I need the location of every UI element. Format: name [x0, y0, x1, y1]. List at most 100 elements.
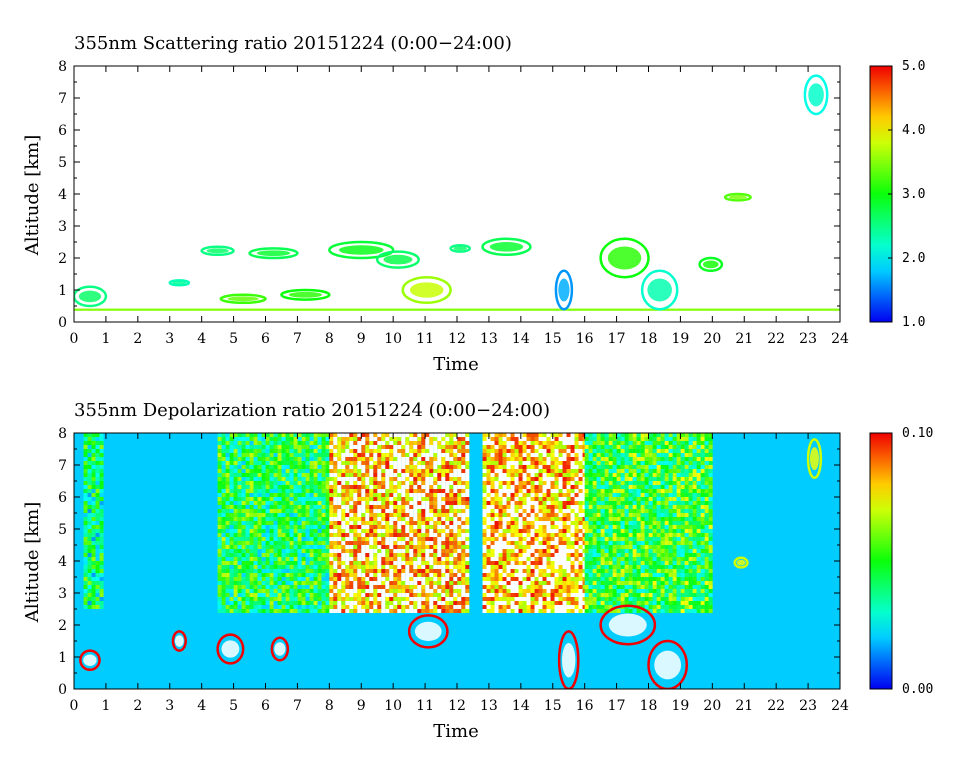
cloud-core	[274, 642, 286, 656]
colorbar-label: 0.10	[902, 426, 933, 441]
x-tick-label: 2	[133, 698, 142, 714]
surface-layer	[74, 308, 840, 311]
x-tick-label: 16	[576, 698, 594, 714]
noise-region	[217, 433, 330, 613]
y-tick-label: 5	[58, 155, 67, 171]
cloud-feature	[74, 285, 108, 308]
y-tick-label: 2	[58, 618, 67, 634]
y-tick-label: 1	[58, 283, 67, 299]
x-tick-label: 10	[384, 331, 402, 347]
x-tick-label: 5	[229, 698, 238, 714]
x-tick-label: 24	[831, 331, 849, 347]
y-tick-label: 2	[58, 251, 67, 267]
x-tick-label: 15	[544, 331, 562, 347]
x-tick-label: 16	[576, 331, 594, 347]
colorbar-label: 4.0	[902, 123, 925, 138]
y-axis-label: Altitude [km]	[22, 135, 43, 257]
cloud-core	[736, 559, 746, 566]
scattering-ratio-panel: 355nm Scattering ratio 20151224 (0:00−24…	[22, 33, 925, 375]
x-tick-label: 19	[672, 331, 690, 347]
x-tick-label: 15	[544, 698, 562, 714]
cloud-core	[409, 282, 444, 298]
x-tick-label: 6	[261, 331, 270, 347]
x-tick-label: 5	[229, 331, 238, 347]
cloud-core	[338, 245, 384, 255]
y-tick-label: 8	[58, 426, 67, 442]
x-tick-label: 2	[133, 331, 142, 347]
x-tick-label: 24	[831, 698, 849, 714]
cloud-feature	[375, 250, 420, 269]
colorbar-label: 1.0	[902, 315, 925, 330]
y-tick-label: 0	[58, 315, 67, 331]
cloud-core	[414, 621, 442, 642]
cloud-core	[647, 278, 672, 302]
x-tick-label: 9	[357, 331, 366, 347]
cloud-feature	[481, 237, 532, 257]
x-tick-label: 22	[767, 698, 785, 714]
noise-region	[329, 433, 470, 613]
x-tick-label: 20	[703, 331, 721, 347]
y-tick-label: 8	[58, 59, 67, 75]
cloud-feature	[806, 438, 823, 480]
x-tick-label: 14	[512, 698, 530, 714]
chart-title: 355nm Depolarization ratio 20151224 (0:0…	[74, 400, 550, 421]
cloud-feature	[79, 649, 101, 672]
cloud-core	[453, 246, 467, 251]
x-tick-label: 4	[197, 331, 206, 347]
cloud-core	[489, 242, 524, 252]
cloud-core	[808, 83, 824, 107]
noise-region	[584, 433, 713, 613]
cloud-feature	[248, 247, 299, 260]
y-axis-label: Altitude [km]	[22, 502, 43, 624]
x-tick-label: 22	[767, 331, 785, 347]
y-tick-label: 3	[58, 219, 67, 235]
cloud-feature	[803, 74, 829, 116]
x-tick-label: 3	[165, 698, 174, 714]
x-tick-label: 11	[416, 698, 434, 714]
x-tick-label: 17	[608, 331, 626, 347]
cloud-core	[227, 296, 259, 302]
cloud-core	[83, 654, 97, 666]
cloud-core	[172, 281, 187, 285]
y-tick-label: 4	[58, 187, 67, 203]
x-tick-label: 17	[608, 698, 626, 714]
cloud-core	[206, 248, 229, 254]
x-tick-label: 1	[101, 331, 110, 347]
x-tick-label: 14	[512, 331, 530, 347]
x-tick-label: 23	[799, 331, 817, 347]
cloud-feature	[698, 256, 724, 273]
x-tick-label: 10	[384, 698, 402, 714]
cloud-feature	[200, 245, 235, 257]
cloud-feature	[449, 243, 472, 253]
cloud-feature	[723, 192, 752, 202]
x-tick-label: 13	[480, 698, 498, 714]
cloud-feature	[407, 614, 449, 649]
colorbar-label: 0.00	[902, 682, 933, 697]
x-tick-label: 23	[799, 698, 817, 714]
cloud-feature	[168, 279, 191, 287]
cloud-feature	[557, 630, 580, 689]
x-tick-label: 1	[101, 698, 110, 714]
noise-region	[83, 433, 104, 609]
x-tick-label: 0	[70, 698, 79, 714]
y-tick-label: 6	[58, 123, 67, 139]
cloud-core	[607, 246, 642, 270]
depolarization-ratio-panel: 355nm Depolarization ratio 20151224 (0:0…	[22, 400, 933, 742]
colorbar-label: 2.0	[902, 251, 925, 266]
x-tick-label: 6	[261, 698, 270, 714]
heatmap-background	[74, 66, 840, 322]
x-tick-label: 0	[70, 331, 79, 347]
cloud-feature	[171, 630, 187, 652]
cloud-feature	[599, 237, 650, 279]
x-tick-label: 3	[165, 331, 174, 347]
x-tick-label: 7	[293, 698, 302, 714]
y-tick-label: 0	[58, 682, 67, 698]
cloud-feature	[733, 556, 749, 569]
chart-title: 355nm Scattering ratio 20151224 (0:00−24…	[74, 33, 512, 54]
y-tick-label: 3	[58, 586, 67, 602]
y-tick-label: 7	[58, 91, 67, 107]
cloud-feature	[599, 604, 657, 646]
x-tick-label: 4	[197, 698, 206, 714]
y-tick-label: 4	[58, 554, 67, 570]
